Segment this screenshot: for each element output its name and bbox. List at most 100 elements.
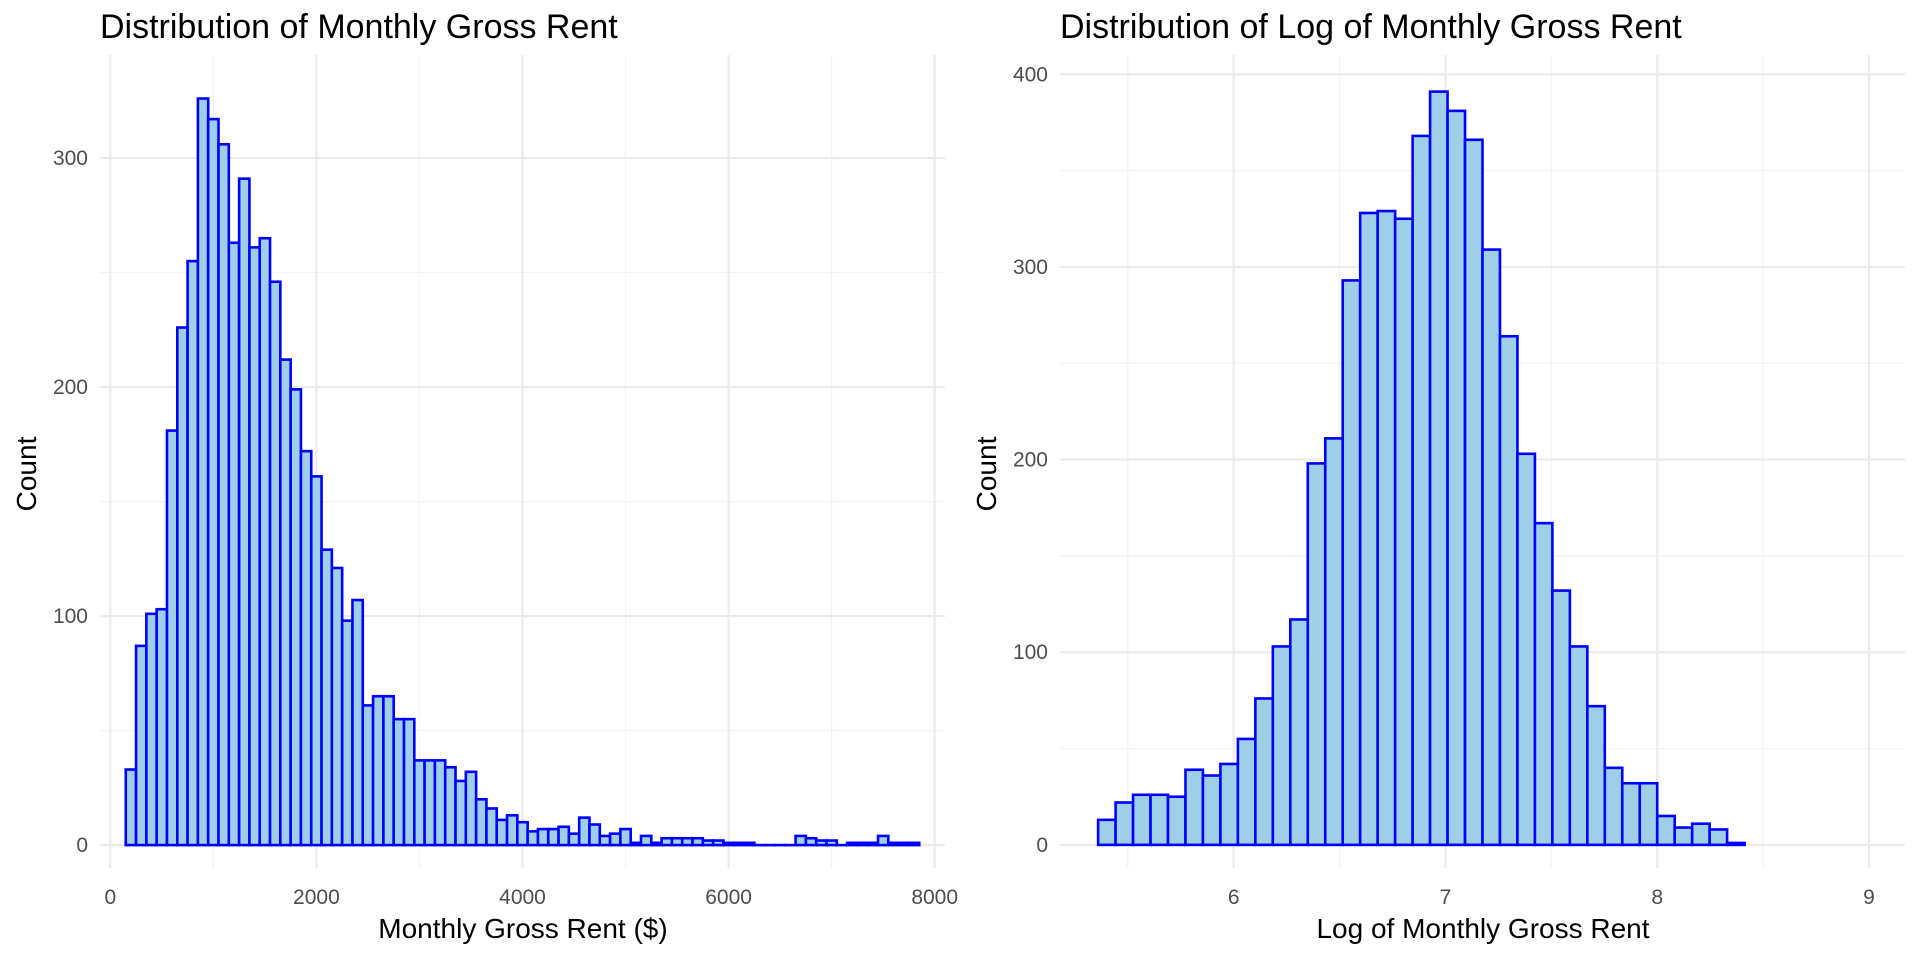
histogram-bar xyxy=(340,619,354,847)
histogram-bar xyxy=(516,820,529,847)
histogram-bar xyxy=(320,548,334,847)
histogram-bar xyxy=(1673,826,1694,847)
histogram-bar xyxy=(155,607,169,847)
histogram-bar xyxy=(1568,645,1589,847)
histogram-bar xyxy=(567,832,581,847)
histogram-bar xyxy=(165,429,179,847)
histogram-bar xyxy=(258,236,272,847)
histogram-bar xyxy=(588,823,602,847)
histogram-bar xyxy=(619,827,633,847)
histogram-bar xyxy=(1096,818,1117,847)
y-tick-label: 200 xyxy=(53,376,88,399)
histogram-bar xyxy=(866,841,880,847)
histogram-bar xyxy=(887,841,900,847)
histogram-bar xyxy=(1725,841,1746,847)
histogram-bar xyxy=(794,834,808,847)
histogram-bar xyxy=(660,836,674,847)
histogram-bar xyxy=(1306,462,1327,847)
histogram-bar xyxy=(464,770,478,847)
histogram-bar xyxy=(1586,704,1607,847)
histogram-bar xyxy=(1166,795,1187,847)
histogram-bar xyxy=(412,759,426,847)
histogram-bar xyxy=(598,834,612,847)
histogram-bar xyxy=(1131,793,1152,847)
x-tick-label: 0 xyxy=(104,886,116,909)
histogram-bar xyxy=(608,832,622,847)
histogram-bar xyxy=(371,694,385,847)
histogram-bar xyxy=(1323,437,1345,847)
histogram-bar xyxy=(1708,828,1729,847)
histogram-bar xyxy=(361,704,375,847)
histogram-bar xyxy=(145,612,158,847)
histogram-bar xyxy=(526,830,540,847)
histogram-bar xyxy=(299,449,313,847)
histogram-bar xyxy=(454,779,468,847)
x-tick-label: 4000 xyxy=(499,886,546,909)
histogram-bar xyxy=(227,241,241,847)
histogram-bar xyxy=(392,717,406,847)
histogram-bar xyxy=(433,759,447,847)
histogram-bar xyxy=(237,177,251,847)
histogram-bar xyxy=(680,836,694,847)
histogram-bar xyxy=(711,839,725,847)
histogram-bar xyxy=(1376,209,1397,847)
y-tick-label: 0 xyxy=(1036,834,1048,857)
histogram-bar xyxy=(742,841,756,847)
histogram-bar xyxy=(485,807,499,847)
x-tick-label: 2000 xyxy=(293,886,340,909)
histogram-bar xyxy=(1201,774,1222,847)
x-tick-label: 8000 xyxy=(911,886,958,909)
y-tick-label: 100 xyxy=(53,605,88,628)
y-axis-title: Count xyxy=(971,436,1002,511)
histogram-bar xyxy=(402,717,416,847)
histogram-bar xyxy=(330,566,344,847)
histogram-bar xyxy=(1446,109,1467,847)
histogram-bar xyxy=(639,834,653,847)
histogram-bar xyxy=(546,827,560,847)
histogram-bar xyxy=(1184,768,1205,847)
histogram-bar xyxy=(536,827,550,847)
histogram-bar xyxy=(382,694,395,847)
histogram-bar xyxy=(1393,217,1414,847)
histogram-bar xyxy=(670,836,684,847)
histogram-bar xyxy=(175,326,189,847)
histogram-bar xyxy=(701,839,715,847)
y-axis-title: Count xyxy=(11,436,42,511)
histogram-bar xyxy=(876,834,890,847)
histogram-bar xyxy=(443,765,457,847)
y-tick-label: 100 xyxy=(1013,641,1048,664)
y-tick-label: 300 xyxy=(1013,256,1048,279)
x-tick-label: 6 xyxy=(1228,886,1240,909)
histogram-bar xyxy=(1428,90,1449,847)
y-tick-label: 0 xyxy=(76,834,88,857)
histogram-bar xyxy=(1463,138,1484,847)
chart-title: Distribution of Monthly Gross Rent xyxy=(100,8,618,46)
histogram-bar xyxy=(495,818,509,847)
x-tick-label: 8 xyxy=(1651,886,1663,909)
y-tick-label: 300 xyxy=(53,147,88,170)
histogram-bar xyxy=(722,841,736,847)
histogram-bar xyxy=(186,259,200,847)
y-tick-label: 200 xyxy=(1013,449,1048,472)
x-tick-label: 9 xyxy=(1863,886,1875,909)
histogram-bar xyxy=(650,841,663,847)
histogram-bar xyxy=(1551,589,1572,847)
histogram-bar xyxy=(557,825,571,847)
histogram-bar xyxy=(196,97,210,847)
histogram-bar xyxy=(732,841,746,847)
histogram-bar xyxy=(474,797,488,847)
histogram-log-rent: Distribution of Log of Monthly Gross Ren… xyxy=(971,8,1905,944)
x-axis-title: Monthly Gross Rent ($) xyxy=(378,913,667,944)
histogram-bar xyxy=(814,839,828,847)
histogram-bar xyxy=(825,839,839,847)
histogram-bar xyxy=(1516,452,1537,847)
histogram-bar xyxy=(134,644,148,847)
chart-title: Distribution of Log of Monthly Gross Ren… xyxy=(1060,8,1682,46)
histogram-bar xyxy=(577,816,591,847)
histogram-bar xyxy=(1481,248,1502,847)
histogram-bar xyxy=(1114,801,1135,847)
x-axis-title: Log of Monthly Gross Rent xyxy=(1316,913,1649,944)
histogram-bar xyxy=(897,841,911,847)
histogram-bar xyxy=(691,836,705,847)
